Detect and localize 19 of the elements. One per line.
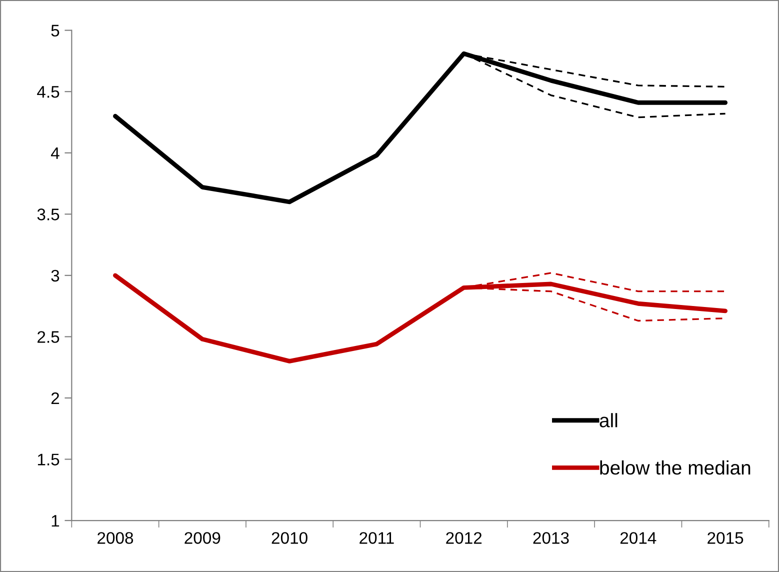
y-tick-label: 3.5 bbox=[37, 208, 60, 220]
y-tick-label: 1.5 bbox=[38, 454, 60, 466]
y-tick-label: 2 bbox=[51, 392, 60, 404]
x-tick-label: 2008 bbox=[98, 532, 134, 544]
legend-label: below the median bbox=[600, 460, 750, 475]
x-tick-label: 2010 bbox=[272, 532, 308, 544]
y-tick-label: 5 bbox=[51, 24, 60, 37]
legend-label: all bbox=[600, 413, 618, 428]
x-tick-label: 2009 bbox=[184, 532, 220, 544]
y-tick-label: 1 bbox=[52, 515, 60, 527]
y-tick-label: 4.5 bbox=[37, 86, 60, 98]
x-tick-label: 2014 bbox=[620, 532, 656, 544]
y-tick-label: 4 bbox=[50, 147, 60, 159]
x-tick-label: 2012 bbox=[446, 532, 482, 544]
y-tick-label: 2.5 bbox=[38, 331, 60, 343]
y-tick-label: 3 bbox=[51, 270, 60, 282]
x-tick-label: 2013 bbox=[533, 532, 569, 544]
x-tick-label: 2015 bbox=[708, 532, 744, 544]
x-tick-label: 2011 bbox=[360, 532, 394, 544]
